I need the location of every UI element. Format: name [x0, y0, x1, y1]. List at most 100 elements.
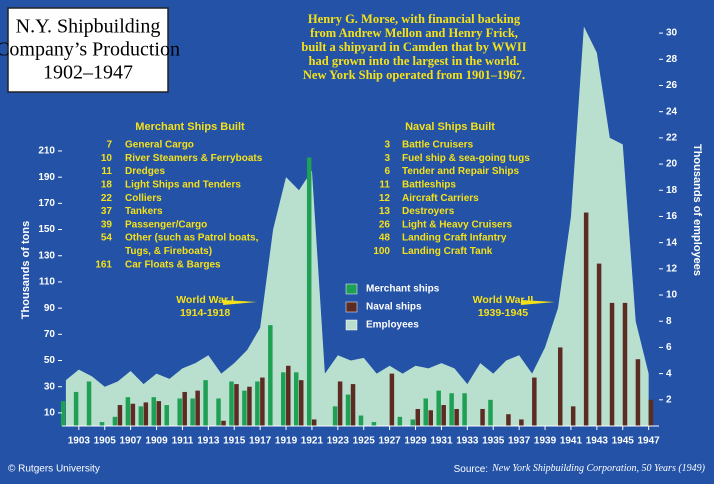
- bar: [358, 415, 364, 426]
- bar: [506, 414, 511, 426]
- bar: [112, 416, 118, 426]
- bar: [428, 410, 433, 426]
- title-box: [7, 7, 169, 93]
- bar: [583, 212, 589, 426]
- list-name: Tender and Repair Ships: [402, 166, 519, 177]
- x-tick-label: 1945: [612, 436, 635, 447]
- x-tick-label: 1907: [120, 436, 143, 447]
- bar: [190, 398, 195, 426]
- bar: [519, 419, 524, 426]
- x-tick-label: 1909: [145, 436, 168, 447]
- bar: [182, 391, 187, 426]
- list-name: Fuel ship & sea-going tugs: [402, 153, 530, 164]
- list-title: Merchant Ships Built: [135, 121, 245, 133]
- y2-tick-label: 30: [666, 28, 678, 39]
- y-tick-label: 150: [38, 224, 55, 235]
- y-tick-label: 210: [38, 146, 55, 157]
- bar: [371, 422, 377, 426]
- x-tick-label: 1929: [404, 436, 427, 447]
- x-tick-label: 1919: [275, 436, 298, 447]
- description: Henry G. Morse, with financial backing: [308, 12, 521, 26]
- source-label: Source:: [454, 464, 488, 475]
- description: New York Ship operated from 1901–1967.: [303, 68, 525, 82]
- x-tick-label: 1927: [379, 436, 402, 447]
- y2-tick-label: 8: [666, 316, 672, 327]
- list-count: 48: [379, 233, 391, 244]
- y-tick-label: 70: [44, 329, 56, 340]
- bar: [286, 365, 291, 426]
- bar: [138, 406, 144, 426]
- bar: [454, 408, 459, 426]
- list-name: Landing Craft Infantry: [402, 233, 507, 244]
- bar: [268, 325, 273, 426]
- bar: [255, 381, 260, 426]
- list-count: 7: [106, 140, 112, 151]
- y2-tick-label: 2: [666, 394, 672, 405]
- y2-tick-label: 28: [666, 54, 678, 65]
- list-name: Tugs, & Fireboats): [125, 246, 212, 257]
- x-tick-label: 1925: [353, 436, 376, 447]
- bar: [596, 263, 602, 426]
- y2-tick-label: 18: [666, 185, 678, 196]
- bar: [195, 390, 200, 426]
- bar: [423, 398, 428, 426]
- y2-tick-label: 26: [666, 80, 678, 91]
- x-tick-label: 1905: [94, 436, 117, 447]
- bar: [125, 397, 131, 426]
- bar: [557, 347, 563, 426]
- bar: [337, 381, 343, 426]
- employees-area: [65, 26, 649, 426]
- annotation: World War I: [176, 294, 234, 306]
- legend-label: Merchant ships: [366, 284, 440, 295]
- source-text: New York Shipbuilding Corporation, 50 Ye…: [491, 463, 706, 474]
- bar: [117, 405, 123, 426]
- y2-tick-label: 10: [666, 290, 678, 301]
- source: Source: New York Shipbuilding Corporation…: [454, 463, 706, 474]
- x-tick-label: 1913: [197, 436, 220, 447]
- bar: [609, 302, 615, 426]
- bar: [415, 408, 421, 426]
- x-tick-label: 1941: [560, 436, 583, 447]
- y-tick-label: 10: [44, 408, 56, 419]
- y2-tick-label: 24: [666, 106, 678, 117]
- list-count: 13: [379, 206, 391, 217]
- legend-swatch: [345, 301, 358, 313]
- bar: [298, 380, 304, 426]
- list-count: 11: [101, 166, 112, 177]
- list-count: 22: [101, 193, 113, 204]
- annotation: World War II: [473, 294, 534, 306]
- list-name: Dredges: [125, 166, 165, 177]
- y-tick-label: 190: [38, 172, 55, 183]
- x-tick-label: 1921: [301, 436, 324, 447]
- y-tick-label: 30: [44, 381, 56, 392]
- bar: [260, 377, 265, 426]
- description: from Andrew Mellon and Henry Frick,: [310, 26, 518, 40]
- bar: [242, 390, 247, 426]
- bar: [332, 406, 338, 426]
- list-count: 12: [379, 193, 391, 204]
- y2-tick-label: 4: [666, 368, 672, 379]
- bar: [462, 393, 467, 426]
- list-name: Battle Cruisers: [402, 140, 474, 151]
- x-tick-label: 1939: [534, 436, 557, 447]
- bar: [143, 402, 149, 426]
- x-tick-label: 1923: [327, 436, 350, 447]
- list-name: Landing Craft Tank: [402, 246, 493, 257]
- bar: [99, 422, 105, 426]
- bar: [350, 384, 356, 426]
- bar: [60, 401, 66, 426]
- legend-swatch: [345, 319, 358, 331]
- y2-tick-label: 6: [666, 342, 672, 353]
- list-name: Other (such as Patrol boats,: [125, 233, 259, 244]
- bar: [281, 372, 286, 426]
- bar: [86, 381, 92, 426]
- list-count: 18: [101, 180, 113, 191]
- legend-swatch: [345, 283, 358, 295]
- y-axis-label: Thousands of tons: [20, 221, 32, 319]
- bar: [151, 397, 157, 426]
- annotation-arrow: [520, 300, 555, 305]
- bar: [293, 372, 299, 426]
- list-count: 6: [384, 166, 390, 177]
- x-tick-label: 1947: [638, 436, 661, 447]
- bar: [156, 401, 162, 426]
